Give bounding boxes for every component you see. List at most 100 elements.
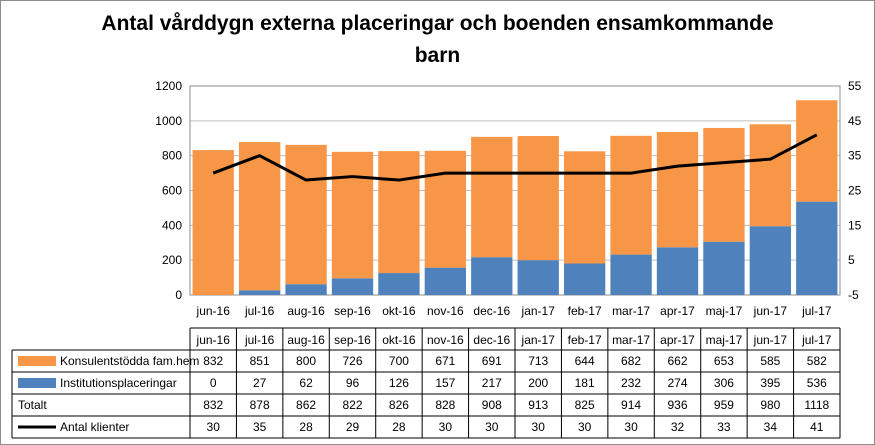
y-tick-label: 1200 — [155, 79, 182, 93]
x-tick-label: aug-16 — [287, 304, 325, 318]
bar-konsulentstodda — [471, 136, 513, 258]
y-tick-label: 800 — [162, 149, 182, 163]
table-cell-totalt: 862 — [296, 398, 316, 412]
table-cell-konsulentstodda: 700 — [389, 354, 409, 368]
table-cell-antal-klienter: 30 — [532, 420, 546, 434]
table-cell-antal-klienter: 30 — [624, 420, 638, 434]
table-cell-konsulentstodda: 691 — [482, 354, 502, 368]
table-cell-antal-klienter: 29 — [346, 420, 360, 434]
x-tick-label: jan-17 — [521, 304, 556, 318]
table-cell-konsulentstodda: 682 — [621, 354, 641, 368]
table-header: nov-16 — [427, 333, 464, 347]
legend-key-institutionsplaceringar — [18, 378, 56, 388]
chart-title: Antal vårddygn externa placeringar och b… — [101, 12, 774, 35]
x-tick-label: feb-17 — [568, 304, 602, 318]
x-tick-label: jun-17 — [753, 304, 788, 318]
table-cell-institutionsplaceringar: 0 — [210, 376, 217, 390]
y2-tick-label: 5 — [848, 253, 855, 267]
table-cell-konsulentstodda: 713 — [528, 354, 548, 368]
table-cell-institutionsplaceringar: 232 — [621, 376, 641, 390]
legend-key-konsulentstodda — [18, 356, 56, 366]
table-cell-konsulentstodda: 644 — [575, 354, 595, 368]
table-cell-konsulentstodda: 726 — [342, 354, 362, 368]
table-header: aug-16 — [287, 333, 325, 347]
y2-tick-label: 45 — [848, 114, 862, 128]
bar-konsulentstodda — [563, 151, 606, 264]
x-tick-label: okt-16 — [382, 304, 416, 318]
bar-konsulentstodda — [703, 127, 745, 242]
x-tick-label: sep-16 — [334, 304, 371, 318]
table-row-label: Institutionsplaceringar — [60, 376, 177, 390]
table-cell-konsulentstodda: 671 — [435, 354, 455, 368]
table-cell-konsulentstodda: 800 — [296, 354, 316, 368]
bar-institutionsplaceringar — [796, 201, 838, 295]
table-cell-konsulentstodda: 585 — [760, 354, 780, 368]
table-cell-institutionsplaceringar: 96 — [346, 376, 360, 390]
table-cell-totalt: 959 — [714, 398, 734, 412]
table-cell-totalt: 936 — [667, 398, 687, 412]
table-row-label: Totalt — [18, 398, 47, 412]
table-cell-institutionsplaceringar: 274 — [667, 376, 687, 390]
y-tick-label: 600 — [162, 184, 182, 198]
bar-institutionsplaceringar — [238, 290, 281, 295]
bar-institutionsplaceringar — [285, 284, 327, 295]
table-cell-totalt: 908 — [482, 398, 502, 412]
x-tick-label: nov-16 — [427, 304, 464, 318]
bar-konsulentstodda — [749, 124, 792, 227]
bar-konsulentstodda — [331, 151, 374, 279]
bar-konsulentstodda — [424, 150, 467, 268]
table-header: jun-17 — [753, 333, 788, 347]
table-header: dec-16 — [473, 333, 510, 347]
table-header: jun-16 — [196, 333, 231, 347]
table-cell-totalt: 832 — [203, 398, 223, 412]
bar-konsulentstodda — [610, 135, 652, 255]
bar-konsulentstodda — [796, 100, 838, 202]
table-header: okt-16 — [382, 333, 416, 347]
table-header: feb-17 — [568, 333, 602, 347]
table-cell-antal-klienter: 30 — [485, 420, 499, 434]
table-cell-totalt: 980 — [760, 398, 780, 412]
bar-konsulentstodda — [285, 144, 327, 285]
table-cell-konsulentstodda: 662 — [667, 354, 687, 368]
table-cell-totalt: 826 — [389, 398, 409, 412]
table-cell-institutionsplaceringar: 536 — [807, 376, 827, 390]
table-cell-institutionsplaceringar: 200 — [528, 376, 548, 390]
table-cell-totalt: 825 — [575, 398, 595, 412]
bar-institutionsplaceringar — [749, 226, 792, 295]
table-cell-institutionsplaceringar: 395 — [760, 376, 780, 390]
table-cell-totalt: 1118 — [804, 398, 829, 412]
table-cell-totalt: 828 — [435, 398, 455, 412]
table-cell-institutionsplaceringar: 62 — [299, 376, 313, 390]
line-antal-klienter — [212, 133, 818, 182]
table-cell-institutionsplaceringar: 217 — [482, 376, 502, 390]
x-tick-label: jul-17 — [801, 304, 832, 318]
y-tick-label: 200 — [162, 253, 182, 267]
table-header: jul-17 — [801, 333, 832, 347]
bar-konsulentstodda — [192, 150, 234, 295]
table-cell-konsulentstodda: 582 — [807, 354, 827, 368]
bar-institutionsplaceringar — [378, 273, 420, 295]
table-cell-antal-klienter: 30 — [207, 420, 221, 434]
table-cell-institutionsplaceringar: 27 — [253, 376, 267, 390]
bar-institutionsplaceringar — [424, 267, 467, 295]
table-cell-totalt: 914 — [621, 398, 641, 412]
table-cell-antal-klienter: 30 — [439, 420, 453, 434]
y2-tick-label: 15 — [848, 218, 862, 232]
y-tick-label: 400 — [162, 218, 182, 232]
y2-tick-label: 25 — [848, 184, 862, 198]
y-tick-label: 0 — [175, 288, 182, 302]
bar-institutionsplaceringar — [331, 278, 374, 295]
table-cell-totalt: 878 — [250, 398, 270, 412]
x-tick-label: jun-16 — [196, 304, 231, 318]
table-cell-konsulentstodda: 832 — [203, 354, 223, 368]
x-tick-label: jul-16 — [244, 304, 275, 318]
x-tick-label: mar-17 — [612, 304, 650, 318]
bar-institutionsplaceringar — [563, 263, 606, 295]
table-cell-antal-klienter: 41 — [810, 420, 824, 434]
bar-institutionsplaceringar — [656, 247, 699, 295]
table-cell-institutionsplaceringar: 306 — [714, 376, 734, 390]
table-cell-antal-klienter: 30 — [578, 420, 592, 434]
plot-area — [189, 85, 841, 296]
table-cell-institutionsplaceringar: 181 — [575, 376, 595, 390]
